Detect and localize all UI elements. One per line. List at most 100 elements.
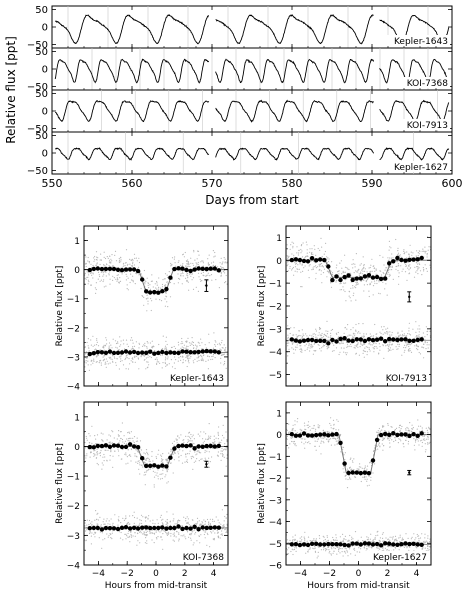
raw-point [169, 524, 171, 526]
raw-point [342, 272, 344, 274]
binned-point [208, 266, 213, 271]
binned-residual-point [144, 350, 149, 355]
raw-point [383, 549, 385, 551]
binned-residual-point [127, 350, 133, 355]
raw-point [317, 426, 319, 428]
raw-point [318, 344, 320, 346]
raw-point [104, 354, 106, 357]
binned-point [334, 274, 339, 279]
raw-point [372, 294, 374, 296]
raw-point [421, 427, 423, 429]
raw-point [165, 295, 167, 297]
raw-point [331, 274, 334, 276]
raw-point [300, 351, 302, 353]
raw-point [117, 279, 119, 281]
raw-point [95, 438, 97, 440]
raw-point [222, 526, 224, 528]
raw-point [145, 471, 147, 473]
raw-point [208, 254, 210, 256]
raw-point [416, 533, 418, 536]
binned-point [301, 431, 307, 436]
raw-point [132, 266, 134, 268]
raw-point [145, 459, 147, 461]
raw-point [88, 350, 90, 352]
raw-point [413, 533, 415, 535]
raw-point [92, 273, 94, 275]
raw-point [156, 359, 158, 361]
raw-point [384, 430, 386, 432]
raw-point [180, 535, 182, 537]
binned-residual-point [91, 351, 97, 356]
binned-residual-point [127, 526, 133, 531]
binned-residual-point [144, 525, 149, 530]
raw-point [88, 442, 91, 444]
raw-point [90, 339, 92, 341]
raw-point [338, 342, 340, 344]
raw-point [191, 343, 193, 346]
raw-point [117, 342, 119, 344]
raw-point [193, 249, 195, 252]
raw-point [363, 290, 365, 292]
raw-point [112, 455, 114, 457]
binned-residual-point [192, 350, 197, 355]
raw-point [170, 449, 173, 451]
raw-point [309, 251, 311, 253]
raw-point [224, 348, 226, 350]
raw-point [203, 524, 205, 526]
raw-point [400, 428, 402, 430]
raw-point [359, 463, 361, 465]
raw-point [223, 520, 225, 522]
raw-point [163, 530, 165, 532]
raw-point [223, 456, 225, 458]
raw-point [293, 442, 295, 444]
raw-point [405, 265, 408, 267]
raw-point [88, 274, 90, 276]
raw-point [110, 344, 112, 346]
binned-residual-point [87, 526, 93, 531]
binned-point [176, 443, 181, 449]
raw-point [326, 548, 328, 551]
raw-point [180, 434, 182, 436]
raw-point [317, 438, 319, 441]
binned-residual-point [309, 337, 315, 343]
raw-point [315, 336, 317, 338]
raw-point [373, 343, 375, 345]
raw-point [406, 547, 408, 549]
raw-point [174, 367, 176, 370]
raw-point [313, 544, 315, 547]
raw-point [287, 553, 289, 555]
raw-point [394, 540, 396, 542]
raw-point [399, 430, 401, 433]
raw-point [363, 264, 365, 266]
raw-point [124, 265, 126, 267]
raw-point [416, 335, 418, 337]
raw-point [418, 334, 420, 336]
raw-point [181, 346, 183, 348]
raw-point [312, 353, 314, 355]
raw-point [357, 283, 359, 286]
raw-point [372, 450, 375, 453]
raw-point [186, 345, 188, 347]
binned-residual-point [411, 338, 416, 343]
raw-point [102, 346, 104, 348]
raw-point [294, 266, 297, 268]
raw-point [354, 263, 356, 265]
binned-point [111, 443, 117, 448]
raw-point [172, 453, 174, 455]
y-tick-label: 0 [42, 65, 48, 76]
raw-point [306, 252, 308, 254]
raw-point [168, 363, 170, 365]
binned-residual-point [103, 350, 109, 355]
raw-point [357, 332, 359, 334]
raw-point [304, 257, 306, 259]
raw-point [303, 422, 306, 424]
raw-point [115, 364, 117, 366]
raw-point [301, 250, 303, 252]
raw-point [197, 272, 200, 274]
raw-point [153, 484, 155, 486]
binned-point [301, 258, 307, 264]
raw-point [156, 472, 158, 474]
raw-point [342, 286, 344, 288]
binned-residual-point [399, 337, 404, 342]
raw-point [375, 268, 377, 270]
